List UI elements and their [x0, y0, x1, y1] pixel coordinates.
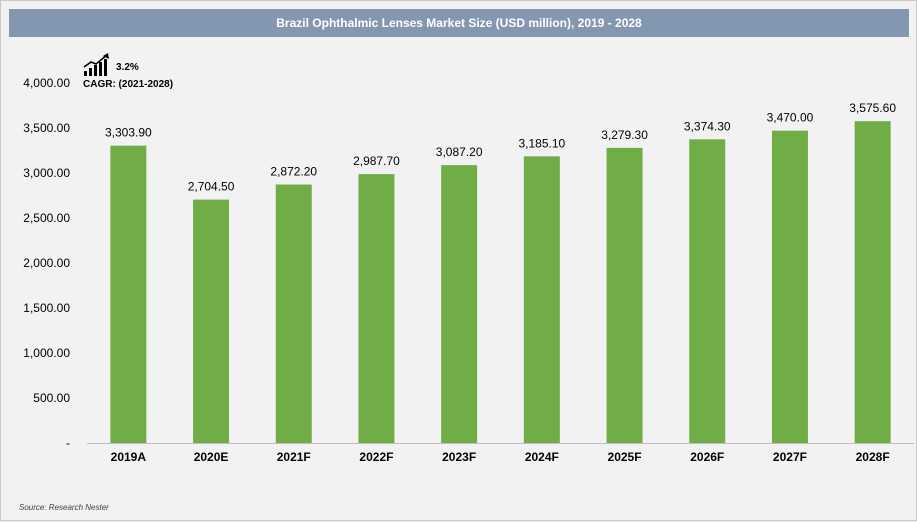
bar: [523, 156, 560, 443]
y-tick-label: 3,500.00: [23, 121, 70, 135]
data-label: 3,470.00: [767, 111, 814, 125]
data-label: 3,303.90: [105, 126, 152, 140]
x-tick-label: 2021F: [277, 450, 311, 464]
data-label: 3,575.60: [849, 101, 896, 115]
bar: [441, 165, 478, 444]
bar: [193, 199, 230, 443]
source-note: Source: Research Nester: [19, 503, 109, 512]
trend-up-icon: [83, 53, 109, 76]
x-tick-label: 2023F: [442, 450, 476, 464]
data-label: 2,987.70: [353, 154, 400, 168]
x-tick-label: 2024F: [525, 450, 559, 464]
x-tick-label: 2027F: [773, 450, 807, 464]
bar: [771, 130, 808, 443]
cagr-value: 3.2%: [116, 62, 139, 73]
chart-title: Brazil Ophthalmic Lenses Market Size (US…: [9, 9, 909, 37]
data-label: 3,087.20: [436, 145, 483, 159]
x-tick-label: 2026F: [690, 450, 724, 464]
data-label: 3,279.30: [601, 128, 648, 142]
y-tick-label: 4,000.00: [23, 76, 70, 90]
data-label: 3,185.10: [518, 136, 565, 150]
bar: [275, 184, 312, 443]
x-tick-label: 2028F: [856, 450, 890, 464]
x-tick-label: 2022F: [359, 450, 393, 464]
bar: [606, 147, 643, 443]
data-label: 2,704.50: [188, 180, 235, 194]
data-label: 2,872.20: [270, 165, 317, 179]
bar: [689, 139, 726, 444]
x-tick-label: 2019A: [111, 450, 147, 464]
cagr-label: CAGR: (2021-2028): [83, 79, 174, 90]
y-tick-label: -: [66, 436, 70, 450]
bar: [358, 174, 395, 443]
y-tick-label: 1,000.00: [23, 346, 70, 360]
data-label: 3,374.30: [684, 119, 731, 133]
y-tick-label: 1,500.00: [23, 301, 70, 315]
y-tick-label: 500.00: [33, 391, 70, 405]
bar: [110, 145, 147, 444]
x-tick-label: 2025F: [608, 450, 642, 464]
y-tick-label: 2,000.00: [23, 256, 70, 270]
bar: [854, 121, 891, 444]
x-tick-label: 2020E: [194, 450, 229, 464]
y-tick-label: 2,500.00: [23, 211, 70, 225]
y-tick-label: 3,000.00: [23, 166, 70, 180]
